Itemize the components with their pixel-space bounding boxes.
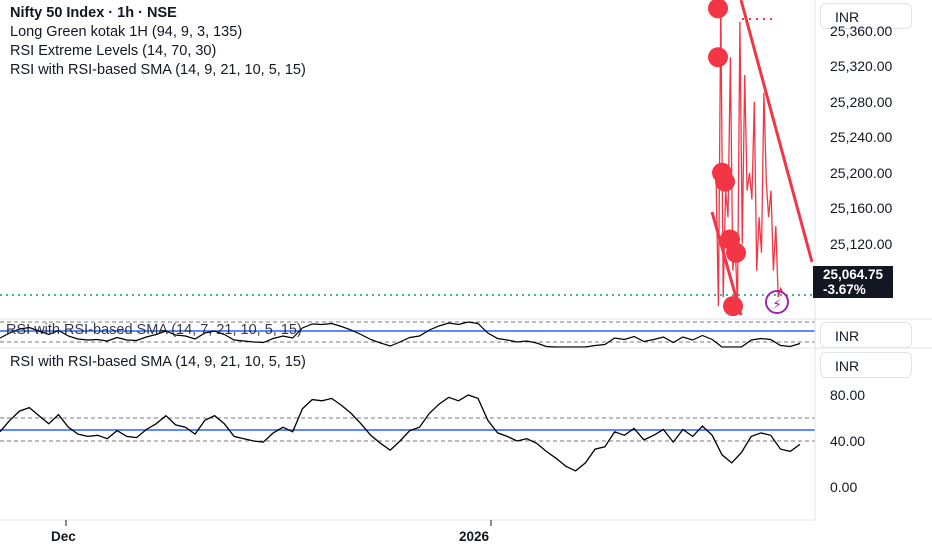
rsi-tick-label: 0.00 bbox=[830, 479, 858, 495]
currency-button-rsi[interactable]: INR bbox=[820, 352, 912, 378]
price-series-line bbox=[715, 3, 784, 307]
price-tick-label: 25,320.00 bbox=[830, 58, 893, 75]
price-tick-label: 25,280.00 bbox=[830, 93, 893, 110]
price-tick-label: 25,360.00 bbox=[830, 22, 893, 39]
legend-indicator-3[interactable]: RSI with RSI-based SMA (14, 9, 21, 10, 5… bbox=[10, 62, 306, 78]
currency-button-mid[interactable]: INR bbox=[820, 322, 912, 348]
legend-indicator-1[interactable]: Long Green kotak 1H (94, 9, 3, 135) bbox=[10, 24, 243, 40]
rsi-tick-label: 80.00 bbox=[830, 387, 866, 403]
legend: Nifty 50 Index · 1h · NSE Long Green kot… bbox=[10, 4, 306, 80]
legend-indicator-2[interactable]: RSI Extreme Levels (14, 70, 30) bbox=[10, 43, 217, 59]
price-tick-label: 25,200.00 bbox=[830, 164, 893, 181]
overlay-indicator-label[interactable]: RSI with RSI-based SMA (14, 7, 21, 10, 5… bbox=[6, 322, 302, 338]
rsi-pane[interactable] bbox=[0, 394, 815, 472]
rsi-tick-label: 40.00 bbox=[830, 433, 866, 449]
xtick-2026: 2026 bbox=[459, 529, 490, 544]
signal-marker bbox=[715, 171, 735, 192]
last-price-label: 25,064.75 -3.67% bbox=[813, 266, 893, 298]
price-tick-label: 25,120.00 bbox=[830, 235, 893, 252]
trend-line-lower bbox=[710, 211, 743, 316]
signal-marker bbox=[726, 242, 746, 263]
currency-button-main[interactable]: INR bbox=[820, 3, 912, 29]
last-price-value: 25,064.75 bbox=[823, 267, 884, 282]
price-tick-label: 25,160.00 bbox=[830, 200, 893, 217]
rsi-pane-label[interactable]: RSI with RSI-based SMA (14, 9, 21, 10, 5… bbox=[10, 354, 306, 370]
rsi-overlay-line bbox=[0, 321, 801, 348]
rsi-overlay-pane[interactable] bbox=[0, 321, 815, 348]
price-tick-label: 25,240.00 bbox=[830, 129, 893, 146]
trend-line-upper bbox=[739, 0, 814, 263]
signal-marker bbox=[708, 47, 728, 68]
rsi-series-line bbox=[0, 394, 801, 472]
signal-markers bbox=[708, 0, 746, 317]
last-price-change: -3.67% bbox=[823, 282, 866, 297]
legend-title[interactable]: Nifty 50 Index · 1h · NSE bbox=[10, 5, 177, 21]
xtick-dec: Dec bbox=[51, 529, 76, 544]
signal-marker bbox=[708, 0, 728, 19]
price-pane[interactable] bbox=[0, 0, 815, 317]
alert-flash-icon[interactable]: ⚡ bbox=[765, 290, 789, 314]
